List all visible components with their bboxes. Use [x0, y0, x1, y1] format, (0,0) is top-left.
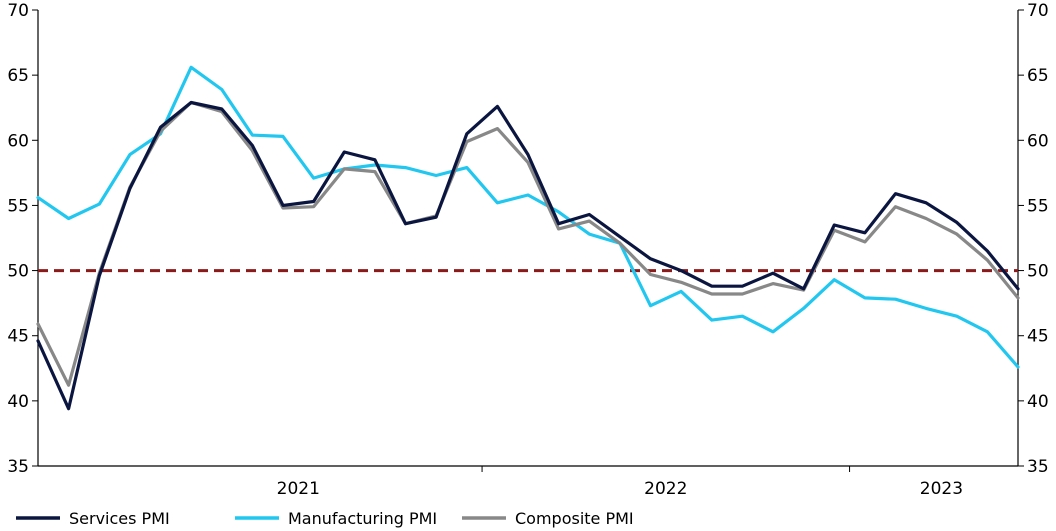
y-tick-label-right: 70: [1027, 1, 1049, 21]
y-tick-label-left: 40: [7, 392, 29, 412]
x-year-label: 2023: [920, 479, 963, 499]
y-tick-label-right: 65: [1027, 66, 1049, 86]
series-line-services-pmi: [36, 100, 1020, 411]
legend-label-services-pmi: Services PMI: [69, 509, 170, 528]
y-tick-label-left: 70: [7, 1, 29, 21]
y-tick-label-right: 35: [1027, 457, 1049, 477]
y-tick-label-right: 45: [1027, 327, 1049, 347]
series-lines-group: [36, 65, 1020, 411]
y-tick-label-left: 45: [7, 327, 29, 347]
x-year-label: 2021: [277, 479, 320, 499]
legend: Services PMI Manufacturing PMI Composite P…: [16, 509, 634, 528]
axes-group: 35 35 40 40 45 45 50 50 55 55 60 60 65 65 70 70 2021 2022…: [7, 1, 1048, 499]
y-tick-label-right: 55: [1027, 196, 1049, 216]
y-tick-label-right: 40: [1027, 392, 1049, 412]
y-tick-label-left: 65: [7, 66, 29, 86]
series-line-composite-pmi: [36, 100, 1020, 387]
y-tick-label-left: 50: [7, 262, 29, 282]
y-tick-label-left: 35: [7, 457, 29, 477]
y-tick-label-left: 55: [7, 196, 29, 216]
y-tick-label-right: 50: [1027, 262, 1049, 282]
x-year-label: 2022: [644, 479, 687, 499]
series-line-manufacturing-pmi: [36, 65, 1020, 369]
legend-label-composite-pmi: Composite PMI: [515, 509, 634, 528]
legend-label-manufacturing-pmi: Manufacturing PMI: [288, 509, 437, 528]
y-tick-label-left: 60: [7, 131, 29, 151]
y-tick-label-right: 60: [1027, 131, 1049, 151]
